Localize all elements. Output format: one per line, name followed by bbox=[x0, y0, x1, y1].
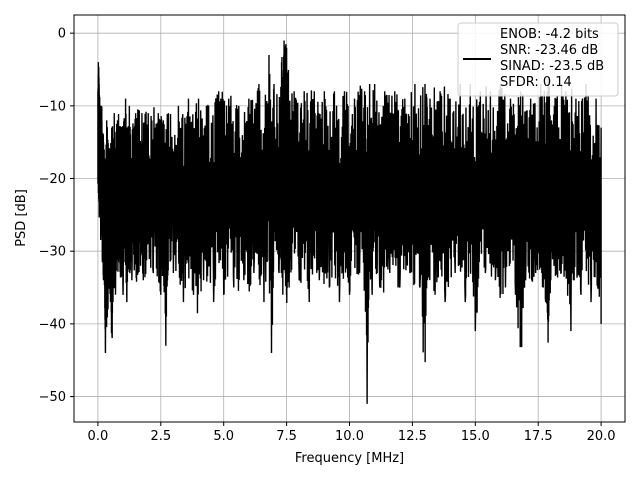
y-axis-ticks: 0 −10 −20 −30 −40 −50 bbox=[39, 27, 74, 405]
x-tick-label: 7.5 bbox=[276, 429, 297, 444]
y-axis-label: PSD [dB] bbox=[14, 189, 29, 247]
y-tick-label: −10 bbox=[39, 99, 66, 114]
x-tick-label: 10.0 bbox=[335, 429, 364, 444]
x-axis-ticks: 0.0 2.5 5.0 7.5 10.0 12.5 15.0 17.5 20.0 bbox=[88, 422, 616, 444]
y-tick-label: −50 bbox=[39, 390, 66, 405]
legend: ENOB: -4.2 bits SNR: -23.46 dB SINAD: -2… bbox=[457, 22, 619, 97]
x-tick-label: 15.0 bbox=[461, 429, 490, 444]
y-tick-label: −40 bbox=[39, 317, 66, 332]
x-tick-label: 17.5 bbox=[524, 429, 553, 444]
x-tick-label: 12.5 bbox=[398, 429, 427, 444]
legend-enob: ENOB: -4.2 bits bbox=[500, 27, 599, 42]
x-axis-label: Frequency [MHz] bbox=[295, 451, 404, 466]
legend-box bbox=[457, 22, 619, 97]
y-tick-label: 0 bbox=[58, 27, 66, 42]
series-group bbox=[97, 40, 602, 404]
y-tick-label: −20 bbox=[39, 172, 66, 187]
legend-snr: SNR: -23.46 dB bbox=[500, 43, 598, 58]
legend-sinad: SINAD: -23.5 dB bbox=[500, 59, 604, 74]
y-tick-label: −30 bbox=[39, 245, 66, 260]
legend-sfdr: SFDR: 0.14 bbox=[500, 75, 572, 90]
x-tick-label: 20.0 bbox=[587, 429, 616, 444]
x-tick-label: 5.0 bbox=[213, 429, 234, 444]
x-tick-label: 0.0 bbox=[88, 429, 109, 444]
x-tick-label: 2.5 bbox=[150, 429, 171, 444]
psd-series-line bbox=[97, 40, 602, 404]
